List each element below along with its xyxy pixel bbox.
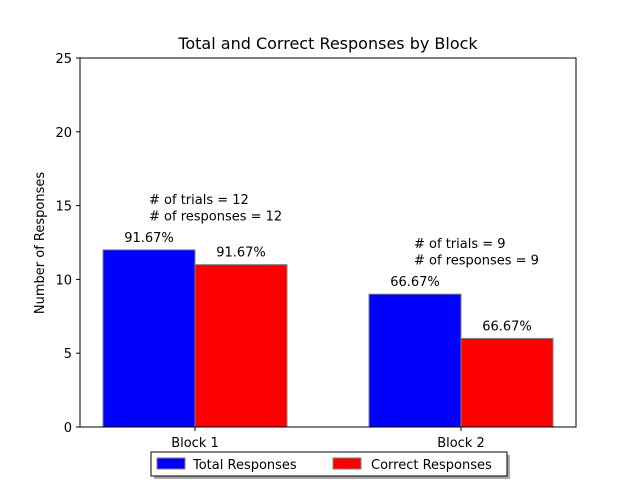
annotation-line: # of responses = 12 bbox=[149, 210, 282, 225]
data-labels-group: 91.67% 66.67% 91.67% 66.67% bbox=[124, 231, 532, 335]
y-tick-label: 0 bbox=[64, 421, 72, 436]
annotation-line: # of trials = 9 bbox=[414, 237, 506, 252]
annotation-line: # of trials = 12 bbox=[149, 193, 249, 208]
data-label: 91.67% bbox=[124, 231, 174, 246]
chart-title: Total and Correct Responses by Block bbox=[177, 34, 478, 53]
y-tick-label: 20 bbox=[55, 126, 72, 141]
legend-label: Total Responses bbox=[192, 458, 297, 473]
y-tick-label: 10 bbox=[55, 273, 72, 288]
y-axis-title: Number of Responses bbox=[33, 172, 48, 314]
data-label: 66.67% bbox=[390, 275, 440, 290]
legend-box bbox=[150, 451, 508, 477]
y-axis: 0 5 10 15 20 25 bbox=[55, 52, 80, 436]
legend-label: Correct Responses bbox=[371, 458, 492, 473]
x-tick-label: Block 1 bbox=[171, 436, 219, 451]
y-tick-label: 25 bbox=[55, 52, 72, 67]
bar bbox=[194, 264, 288, 428]
legend-swatch bbox=[332, 457, 362, 470]
x-tick-label: Block 2 bbox=[437, 436, 485, 451]
bar bbox=[368, 293, 462, 428]
y-tick-label: 5 bbox=[64, 347, 72, 362]
x-axis: Block 1 Block 2 bbox=[171, 427, 485, 451]
legend: Total Responses Correct Responses bbox=[150, 451, 510, 479]
legend-swatch bbox=[156, 457, 186, 470]
data-label: 91.67% bbox=[216, 246, 266, 261]
y-tick-label: 15 bbox=[55, 200, 72, 215]
bars-group bbox=[102, 249, 554, 428]
annotations-group: # of trials = 12 # of responses = 12 # of … bbox=[149, 193, 539, 269]
data-label: 66.67% bbox=[482, 319, 532, 334]
plot-frame bbox=[79, 57, 577, 428]
bar bbox=[460, 337, 554, 428]
bar bbox=[102, 249, 196, 428]
annotation-line: # of responses = 9 bbox=[414, 254, 539, 269]
